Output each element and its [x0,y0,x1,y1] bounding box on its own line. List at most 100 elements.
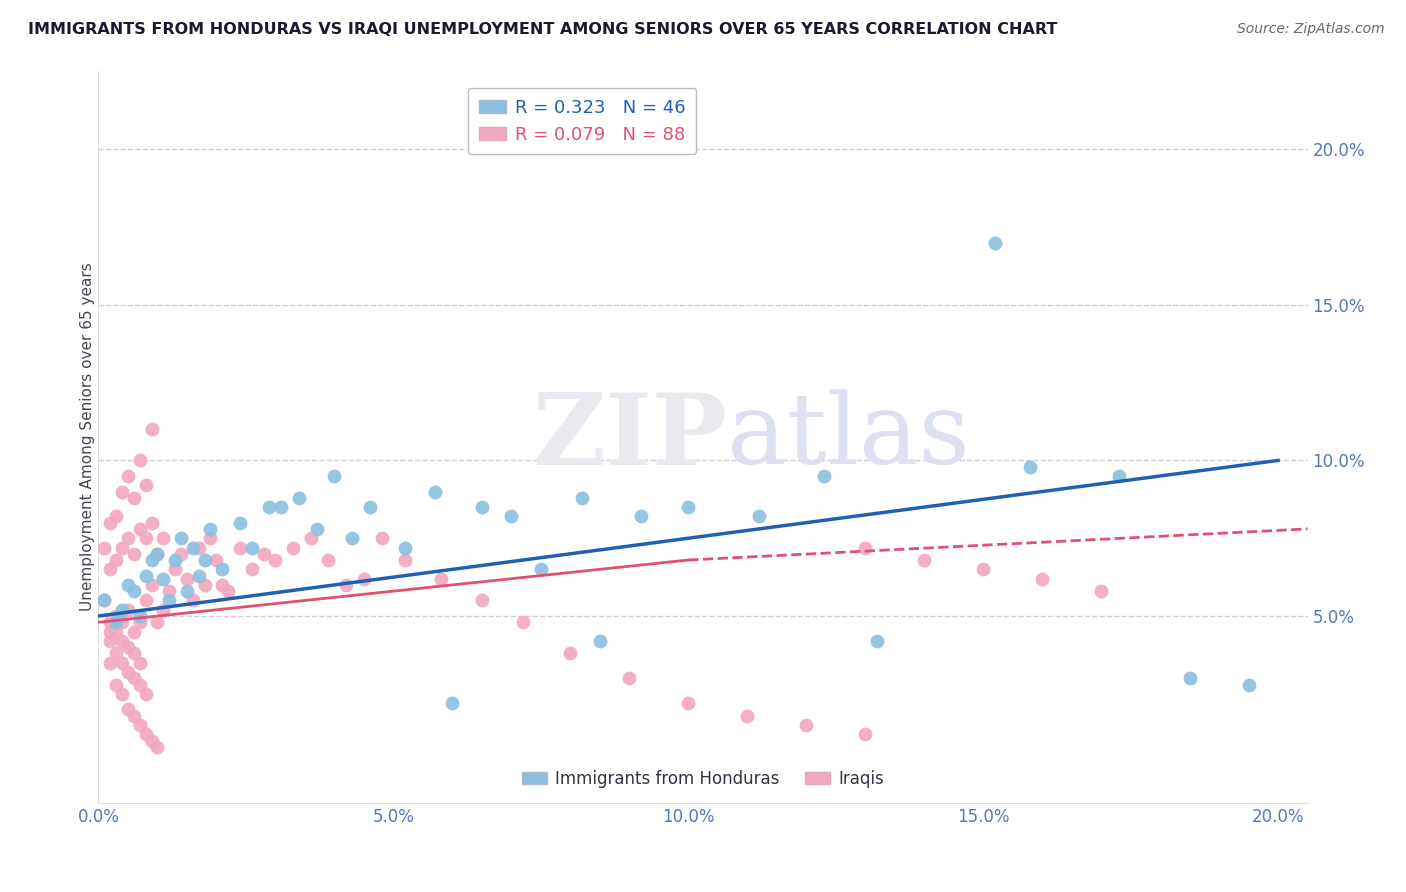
Point [141,422,163,436]
Point [117,578,139,592]
Point [187,568,209,582]
Point [187,541,209,555]
Point [571,491,593,505]
Point [122,708,145,723]
Point [122,647,145,661]
Point [152,531,174,545]
Point [141,733,163,747]
Point [217,584,239,599]
Point [98,615,121,630]
Point [111,603,134,617]
Point [152,603,174,617]
Point [98,624,121,639]
Point [281,541,304,555]
Point [984,235,1007,250]
Point [146,547,169,561]
Point [157,584,180,599]
Point [240,562,263,576]
Point [471,593,494,607]
Point [200,531,222,545]
Point [299,531,322,545]
Point [111,484,134,499]
Point [170,547,193,561]
Text: ZIP: ZIP [533,389,727,485]
Point [111,687,134,701]
Point [305,522,328,536]
Point [122,584,145,599]
Point [335,578,357,592]
Point [560,647,582,661]
Point [141,578,163,592]
Point [128,453,150,467]
Text: IMMIGRANTS FROM HONDURAS VS IRAQI UNEMPLOYMENT AMONG SENIORS OVER 65 YEARS CORRE: IMMIGRANTS FROM HONDURAS VS IRAQI UNEMPL… [28,22,1057,37]
Point [211,562,233,576]
Point [229,541,252,555]
Point [122,671,145,685]
Point [340,531,363,545]
Point [117,665,139,679]
Y-axis label: Unemployment Among Seniors over 65 years: Unemployment Among Seniors over 65 years [80,263,94,611]
Point [394,553,416,567]
Point [105,609,128,624]
Point [122,547,145,561]
Point [93,593,115,607]
Point [141,516,163,530]
Point [135,478,157,492]
Point [912,553,935,567]
Point [288,491,311,505]
Point [117,702,139,716]
Point [866,634,889,648]
Point [146,547,169,561]
Point [252,547,274,561]
Point [678,500,700,515]
Point [135,531,157,545]
Point [111,615,134,630]
Point [1237,677,1260,691]
Point [98,562,121,576]
Legend: Immigrants from Honduras, Iraqis: Immigrants from Honduras, Iraqis [516,764,890,795]
Point [111,656,134,670]
Text: Source: ZipAtlas.com: Source: ZipAtlas.com [1237,22,1385,37]
Point [678,696,700,710]
Point [264,553,287,567]
Point [589,634,612,648]
Point [135,727,157,741]
Point [471,500,494,515]
Point [98,516,121,530]
Point [512,615,534,630]
Point [318,553,340,567]
Point [200,522,222,536]
Point [194,578,217,592]
Point [105,624,128,639]
Point [441,696,464,710]
Point [429,572,451,586]
Point [117,531,139,545]
Point [259,500,281,515]
Point [135,687,157,701]
Point [853,541,876,555]
Point [165,562,187,576]
Point [370,531,392,545]
Point [170,531,193,545]
Point [105,509,128,524]
Point [98,634,121,648]
Point [270,500,292,515]
Point [211,578,233,592]
Point [1019,459,1042,474]
Point [176,572,198,586]
Point [111,541,134,555]
Point [853,727,876,741]
Point [794,718,817,732]
Point [93,593,115,607]
Point [165,553,187,567]
Point [229,516,252,530]
Point [394,541,416,555]
Point [1031,572,1053,586]
Point [501,509,523,524]
Point [630,509,652,524]
Point [105,677,128,691]
Point [1178,671,1201,685]
Point [128,615,150,630]
Point [157,593,180,607]
Point [619,671,641,685]
